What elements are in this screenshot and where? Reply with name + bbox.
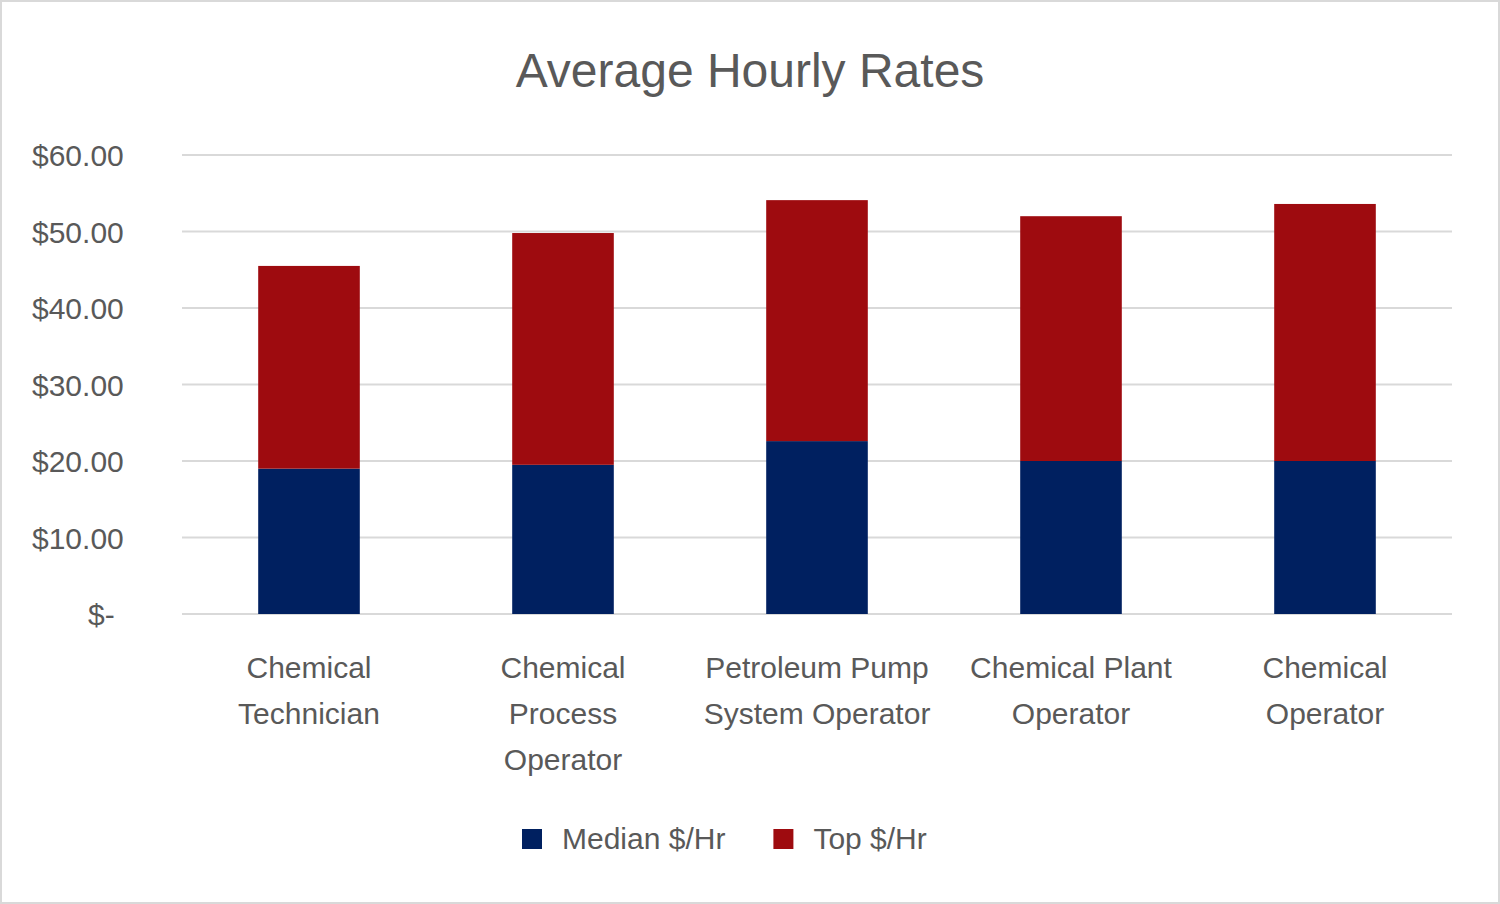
bar-segment: [512, 465, 614, 614]
x-tick-label-line: System Operator: [704, 697, 931, 730]
y-tick-label: $30.00: [32, 369, 124, 402]
x-tick-label-line: Process: [509, 697, 617, 730]
bar-segment: [1020, 461, 1122, 614]
x-tick-label-line: Chemical: [246, 651, 371, 684]
x-tick-label-line: Technician: [238, 697, 380, 730]
bar-segment: [1020, 216, 1122, 461]
legend-label: Top $/Hr: [813, 822, 926, 855]
y-tick-label: $50.00: [32, 216, 124, 249]
x-tick-label-line: Operator: [1266, 697, 1384, 730]
bar-segment: [258, 266, 360, 469]
x-tick-label: Chemical Technician: [238, 651, 380, 730]
title: Average Hourly Rates: [516, 44, 985, 97]
bars: [258, 200, 1376, 614]
x-tick-label: Chemical Plant Operator: [970, 651, 1172, 730]
grid-line: [182, 154, 1452, 156]
x-tick-label-line: Petroleum Pump: [705, 651, 928, 684]
bar-segment: [258, 469, 360, 614]
legend-swatch: [522, 829, 542, 849]
chart-border: [1, 1, 1499, 903]
y-tick-label: $-: [88, 598, 115, 631]
bar-segment: [766, 200, 868, 441]
x-tick-label-line: Operator: [504, 743, 622, 776]
x-tick-label-line: Chemical Plant: [970, 651, 1172, 684]
x-tick-label-line: Chemical: [1262, 651, 1387, 684]
legend-swatch: [773, 829, 793, 849]
legend-label: Median $/Hr: [562, 822, 725, 855]
y-tick-label: $40.00: [32, 292, 124, 325]
x-tick-label: Chemical Process Operator: [500, 651, 625, 776]
bar-segment: [766, 441, 868, 614]
x-tick-label-line: Chemical: [500, 651, 625, 684]
bar-segment: [1274, 461, 1376, 614]
x-tick-label: Petroleum Pump System Operator: [704, 651, 931, 730]
x-tick-label-line: Operator: [1012, 697, 1130, 730]
y-tick-label: $20.00: [32, 445, 124, 478]
x-tick-label: Chemical Operator: [1262, 651, 1387, 730]
chart: Average Hourly Rates $- $10.00 $20.00 $30.00…: [0, 0, 1500, 904]
bar-segment: [1274, 204, 1376, 461]
bar-segment: [512, 233, 614, 465]
y-tick-label: $60.00: [32, 139, 124, 172]
y-tick-label: $10.00: [32, 522, 124, 555]
